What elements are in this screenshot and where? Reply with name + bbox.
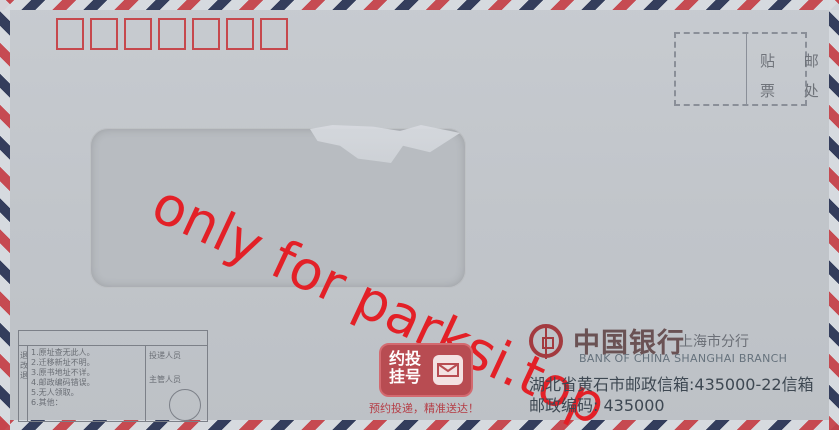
envelope-icon: [433, 355, 463, 385]
postcode-box: [260, 18, 288, 50]
bank-branch-cn: 上海市分行: [679, 334, 749, 350]
delivery-staff-label: 投递人员: [149, 351, 181, 360]
return-reason-1: 1.原址查无此人。: [31, 348, 95, 357]
registered-badge: 约投 挂号: [379, 343, 473, 397]
address-window: [90, 128, 466, 288]
stamp-text: 贴 邮 票 处: [760, 46, 831, 106]
postcode-box: [56, 18, 84, 50]
stamp-box: 贴 邮 票 处: [674, 32, 831, 106]
bank-logo-line: [545, 327, 547, 359]
airmail-stripe-left: [0, 0, 10, 430]
registered-line1: 约投: [389, 349, 422, 368]
address-line-2: 邮政编码: 435000: [529, 396, 665, 415]
return-reason-5: 5.无人领取。: [31, 388, 79, 397]
registered-badge-text: 约投 挂号: [389, 350, 421, 386]
registered-caption: 预约投递，精准送达！: [369, 402, 479, 415]
postcode-box: [226, 18, 254, 50]
stamp-divider: [746, 34, 747, 104]
return-reason-3: 3.原书地址不详。: [31, 368, 95, 377]
return-reason-4: 4.邮政编码错误。: [31, 378, 95, 387]
postcode-box: [192, 18, 220, 50]
airmail-stripe-top: [0, 0, 839, 10]
return-box-vline-2: [145, 345, 146, 421]
bank-name-en: BANK OF CHINA SHANGHAI BRANCH: [579, 352, 788, 365]
return-box-vline-1: [27, 345, 28, 421]
airmail-stripe-right: [829, 0, 839, 430]
return-box-left-column: 退改退: [20, 351, 28, 380]
bank-logo-square: [542, 337, 554, 349]
stamp-row-1: 贴 邮: [760, 52, 831, 70]
return-reason-box: 退改退 1.原址查无此人。 2.迁移新址不明。 3.原书地址不详。 4.邮政编码…: [18, 330, 208, 422]
registered-line2: 挂号: [389, 367, 422, 386]
return-reason-6: 6.其他：: [31, 398, 63, 407]
postcode-box: [158, 18, 186, 50]
postcode-boxes: [56, 18, 288, 50]
return-box-divider: [19, 345, 207, 346]
bank-name-cn: 中国银行: [573, 328, 685, 359]
address-line-1: 湖北省黄石市邮政信箱:435000-22信箱: [529, 375, 814, 394]
stamp-circle: [169, 389, 201, 421]
stamp-row-2: 票 处: [760, 82, 831, 100]
postcode-box: [124, 18, 152, 50]
return-reasons: 1.原址查无此人。 2.迁移新址不明。 3.原书地址不详。 4.邮政编码错误。 …: [31, 348, 143, 408]
postcode-box: [90, 18, 118, 50]
airmail-stripe-bottom: [0, 420, 839, 430]
supervisor-label: 主管人员: [149, 375, 181, 384]
bank-logo-icon: [529, 324, 563, 359]
return-reason-2: 2.迁移新址不明。: [31, 358, 95, 367]
